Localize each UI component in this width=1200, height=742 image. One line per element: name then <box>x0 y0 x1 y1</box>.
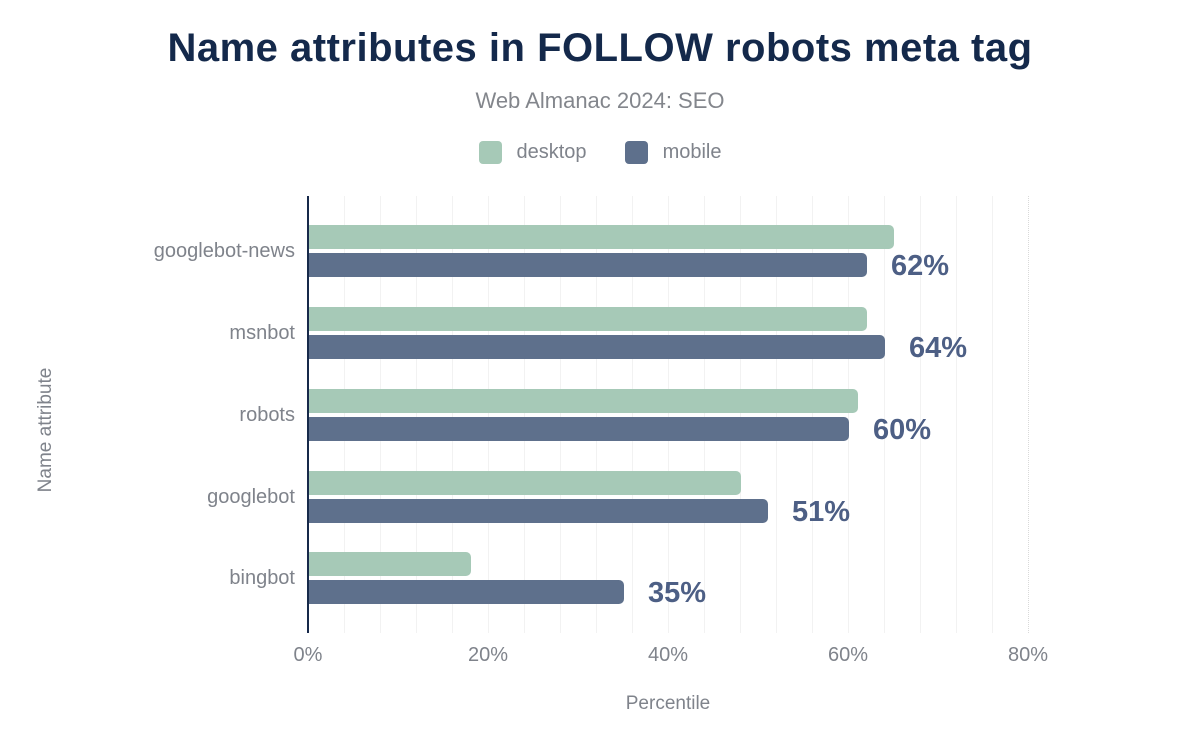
gridline <box>956 196 957 633</box>
y-axis-title: Name attribute <box>35 367 56 493</box>
category-label: googlebot <box>207 486 295 508</box>
gridline <box>992 196 993 633</box>
legend-item-mobile[interactable]: mobile <box>624 141 722 164</box>
gridline <box>1028 196 1029 633</box>
gridline <box>596 196 597 633</box>
chart-subtitle: Web Almanac 2024: SEO <box>475 88 725 113</box>
legend-label-mobile: mobile <box>662 141 722 163</box>
mobile-swatch-icon <box>624 141 648 164</box>
bar-desktop-bingbot <box>309 552 471 576</box>
bar-desktop-msnbot <box>309 307 867 331</box>
x-axis-title: Percentile <box>625 693 711 714</box>
legend: desktop mobile <box>0 141 1200 164</box>
gridline <box>740 196 741 633</box>
gridline <box>560 196 561 633</box>
desktop-swatch-icon <box>478 141 502 164</box>
bar-mobile-bingbot <box>309 580 624 604</box>
y-axis-line <box>307 196 309 633</box>
category-label: msnbot <box>229 322 295 344</box>
x-tick-label: 20% <box>467 644 509 666</box>
category-label: bingbot <box>229 567 295 589</box>
legend-label-desktop: desktop <box>516 141 587 163</box>
x-tick-label: 80% <box>1007 644 1049 666</box>
gridline <box>668 196 669 633</box>
gridline <box>812 196 813 633</box>
gridline <box>380 196 381 633</box>
data-label: 35% <box>648 577 707 609</box>
data-label: 51% <box>792 496 851 528</box>
gridline <box>704 196 705 633</box>
category-label: googlebot-news <box>153 240 295 262</box>
bar-desktop-robots <box>309 389 858 413</box>
gridline <box>920 196 921 633</box>
gridline <box>416 196 417 633</box>
gridline <box>488 196 489 633</box>
gridline <box>632 196 633 633</box>
gridline <box>776 196 777 633</box>
legend-item-desktop[interactable]: desktop <box>478 141 587 164</box>
bar-mobile-googlebot-news <box>309 253 867 277</box>
data-label: 60% <box>873 414 932 446</box>
bar-mobile-googlebot <box>309 499 768 523</box>
gridline <box>884 196 885 633</box>
x-tick-label: 0% <box>293 644 323 666</box>
bar-mobile-robots <box>309 417 849 441</box>
gridline <box>524 196 525 633</box>
chart-title: Name attributes in FOLLOW robots meta ta… <box>167 26 1033 70</box>
category-label: robots <box>239 404 295 426</box>
gridline <box>344 196 345 633</box>
x-tick-label: 40% <box>647 644 689 666</box>
bar-desktop-googlebot <box>309 471 741 495</box>
gridline <box>848 196 849 633</box>
bar-desktop-googlebot-news <box>309 225 894 249</box>
data-label: 62% <box>891 250 950 282</box>
data-label: 64% <box>909 332 968 364</box>
gridline <box>452 196 453 633</box>
bar-mobile-msnbot <box>309 335 885 359</box>
x-tick-label: 60% <box>827 644 869 666</box>
